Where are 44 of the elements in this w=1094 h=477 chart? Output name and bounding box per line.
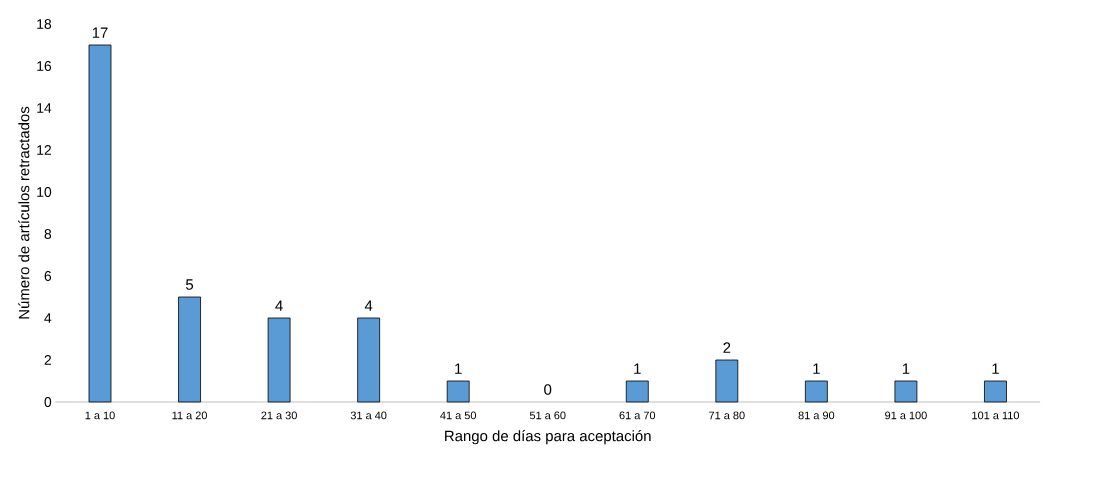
data-label: 4: [275, 300, 283, 311]
y-tick-label: 16: [37, 61, 52, 71]
bar: [984, 380, 1007, 403]
data-label: 1: [634, 363, 641, 374]
y-tick-label: 10: [37, 187, 52, 197]
x-tick-label: 11 a 20: [172, 411, 207, 420]
data-label: 1: [992, 363, 999, 374]
y-tick-label: 18: [37, 19, 52, 29]
data-label: 1: [813, 363, 820, 374]
y-tick-label: 4: [44, 313, 52, 323]
bar: [267, 317, 291, 403]
data-label: 5: [185, 279, 194, 290]
y-tick-label: 12: [37, 145, 52, 155]
x-tick-label: 81 a 90: [798, 411, 835, 420]
x-tick-label: 91 a 100: [885, 411, 927, 420]
y-tick-label: 8: [44, 229, 52, 239]
bar: [625, 380, 649, 403]
bar: [178, 296, 201, 403]
y-tick-label: 2: [44, 355, 52, 365]
x-tick-label: 101 a 110: [972, 411, 1019, 420]
bar: [804, 380, 828, 403]
bar: [446, 380, 470, 403]
data-label: 4: [364, 300, 373, 311]
bar: [894, 380, 918, 403]
x-tick-label: 1 a 10: [85, 411, 115, 420]
y-axis-title: Número de artículos retractados: [18, 106, 30, 319]
y-tick-label: 14: [37, 103, 52, 113]
x-axis-title: Rango de días para aceptación: [445, 430, 651, 445]
x-tick-label: 61 a 70: [619, 411, 656, 420]
data-label: 17: [92, 27, 108, 38]
x-tick-label: 41 a 50: [440, 411, 477, 420]
x-tick-label: 71 a 80: [709, 411, 745, 420]
x-tick-label: 51 a 60: [529, 411, 566, 420]
x-tick-label: 21 a 30: [261, 411, 297, 420]
bar: [88, 44, 112, 403]
x-tick-label: 31 a 40: [350, 411, 387, 420]
y-tick-label: 0: [44, 397, 52, 407]
bar: [357, 317, 381, 403]
data-label: 2: [723, 342, 731, 353]
data-label: 1: [902, 363, 910, 374]
data-label: 0: [544, 384, 552, 395]
y-tick-label: 6: [44, 271, 52, 281]
data-label: 1: [455, 363, 462, 374]
bar: [715, 359, 739, 403]
